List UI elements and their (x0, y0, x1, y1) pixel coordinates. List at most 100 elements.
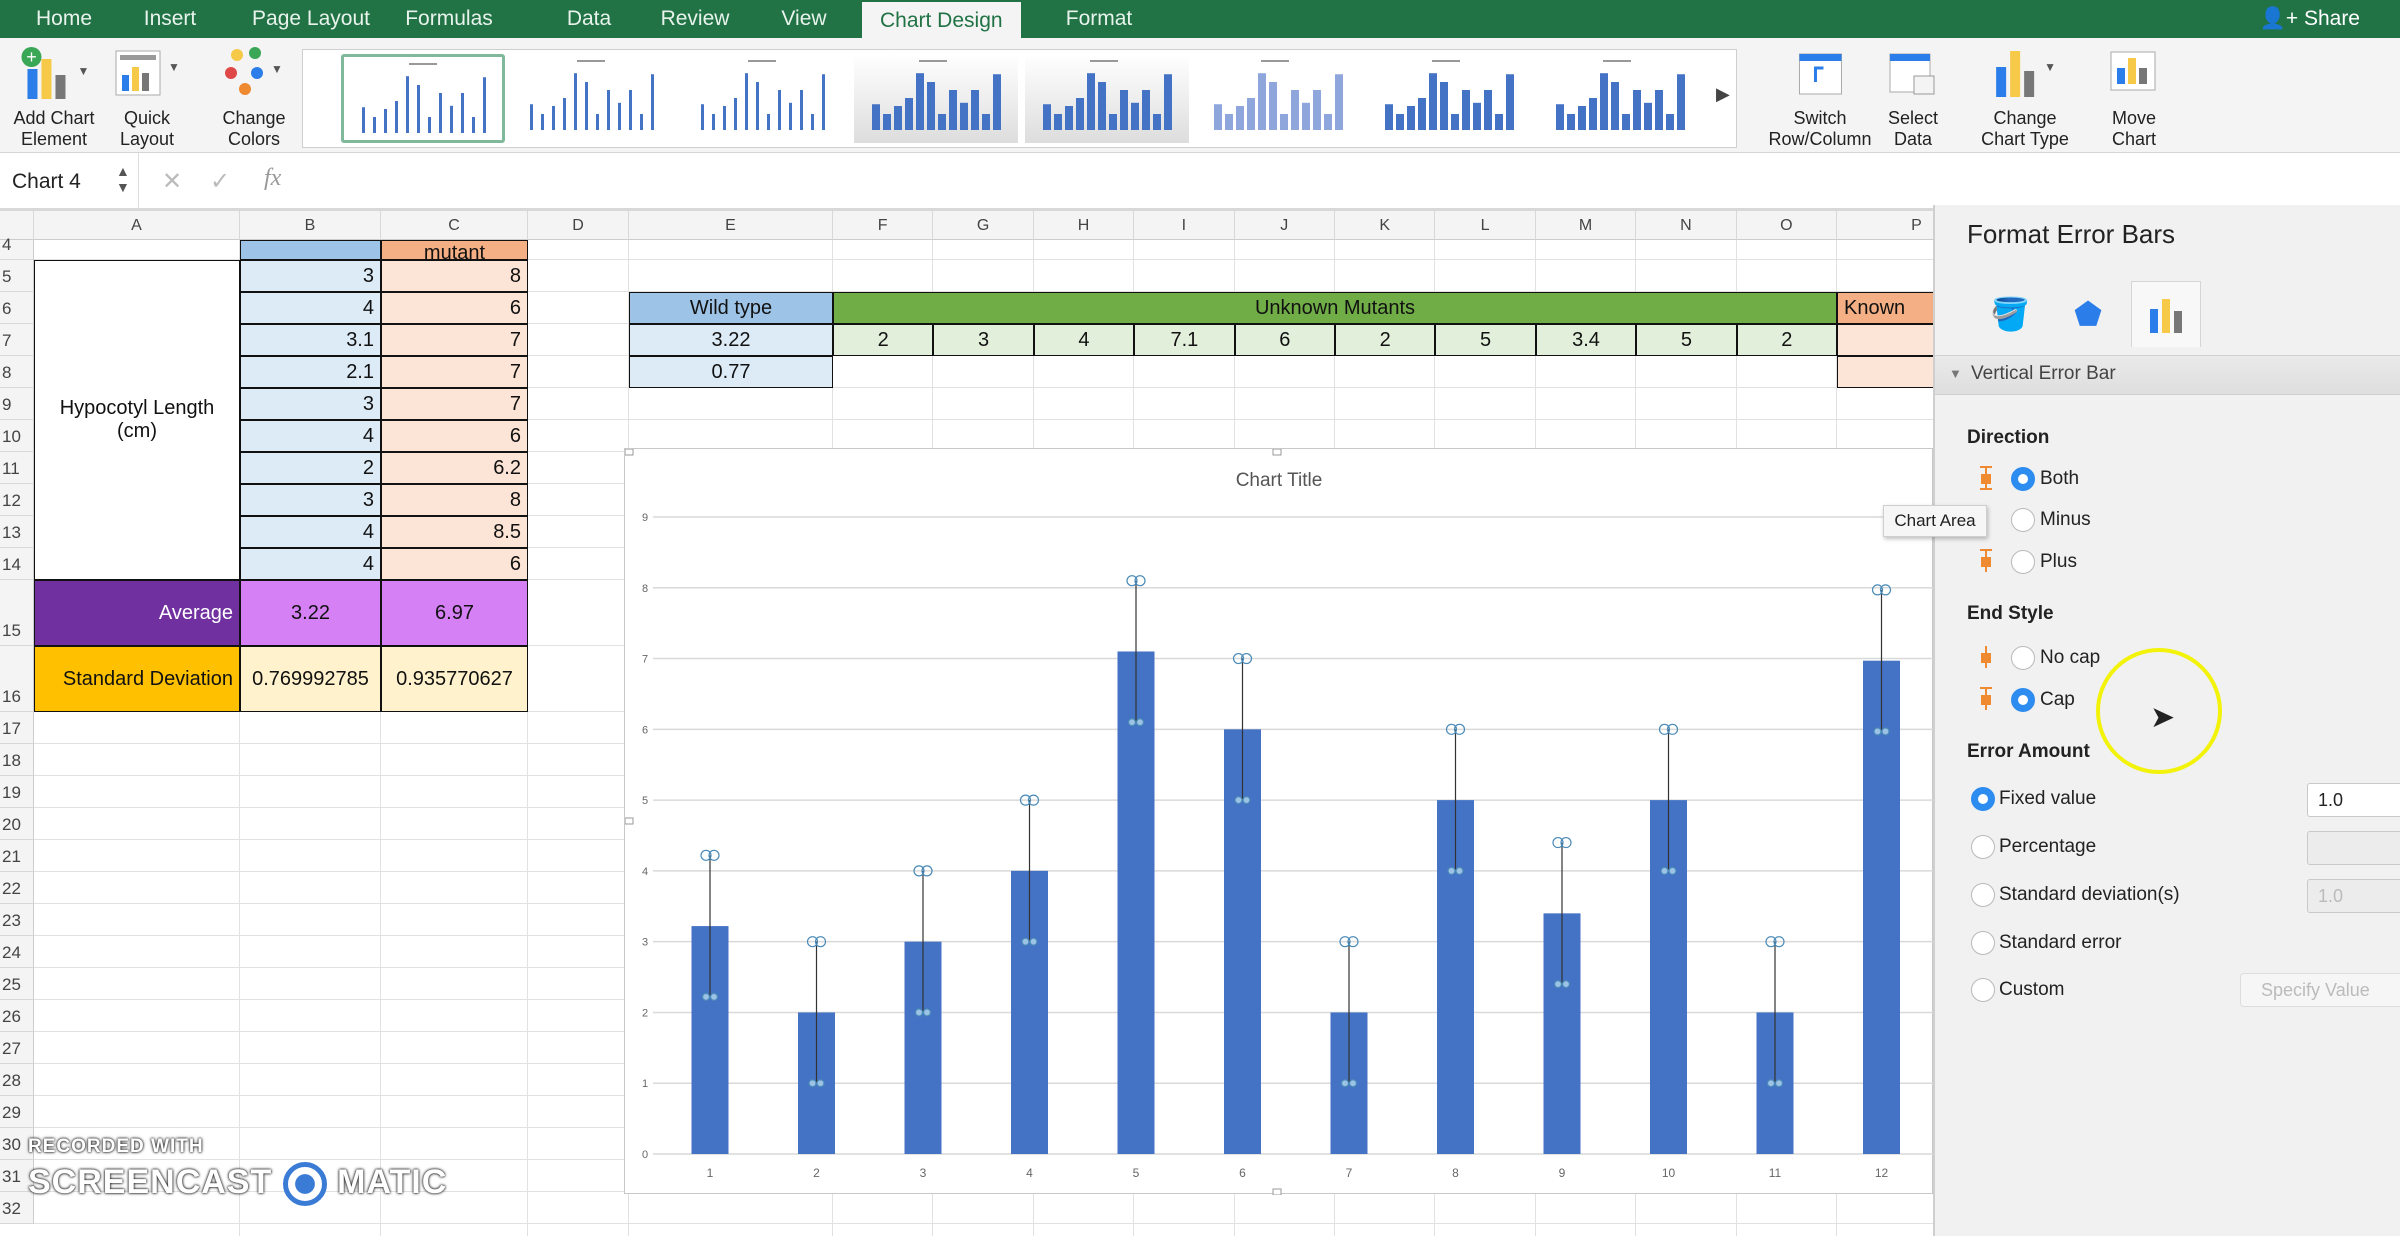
cell-B7[interactable]: 3.1 (240, 324, 381, 356)
error-bar-selection-handle[interactable] (1447, 866, 1456, 875)
cell-C14[interactable]: 6 (381, 548, 528, 580)
specify-value-button[interactable]: Specify Value (2240, 973, 2400, 1007)
chart-style-thumbnail[interactable] (1538, 54, 1702, 143)
select-data-button[interactable]: Select Data (1888, 38, 1938, 153)
column-header-F[interactable]: F (833, 211, 934, 240)
error-bar-selection-handle[interactable] (1339, 936, 1351, 948)
resize-handle[interactable] (624, 817, 634, 825)
row-header-27[interactable]: 27 (0, 1032, 34, 1064)
column-header-L[interactable]: L (1435, 211, 1536, 240)
name-box-stepper-icon[interactable]: ▲ ▼ (116, 163, 130, 195)
quick-layout-button[interactable]: ▼ Quick Layout (112, 38, 182, 153)
error-bar-selection-handle[interactable] (808, 1079, 817, 1088)
row-header-31[interactable]: 31 (0, 1160, 34, 1192)
cancel-icon[interactable]: ✕ (162, 168, 183, 195)
resize-handle[interactable] (624, 448, 634, 456)
cell-B9[interactable]: 3 (240, 388, 381, 420)
effects-icon[interactable]: ⬟ (2074, 296, 2102, 332)
row-header-21[interactable]: 21 (0, 840, 34, 872)
row-header-7[interactable]: 7 (0, 324, 34, 356)
column-header-I[interactable]: I (1134, 211, 1235, 240)
cell-H7[interactable]: 4 (1033, 324, 1135, 356)
error-bar-selection-handle[interactable] (1340, 1079, 1350, 1088)
row-header-16[interactable]: 16 (0, 646, 34, 712)
cell-L7[interactable]: 5 (1435, 324, 1536, 356)
error-bar-selection-handle[interactable] (1234, 796, 1243, 805)
cell-F6:O6[interactable]: Unknown Mutants (833, 292, 1837, 324)
radio-both[interactable] (2011, 467, 2035, 491)
error-bar-selection-handle[interactable] (1766, 1079, 1776, 1088)
tab-view[interactable]: View (781, 7, 827, 30)
error-bar-selection-handle[interactable] (1552, 836, 1564, 849)
tab-format[interactable]: Format (1065, 7, 1133, 30)
error-bar-selection-handle[interactable] (1455, 866, 1464, 875)
error-bar-selection-handle[interactable] (914, 1008, 924, 1017)
cell-C10[interactable]: 6 (381, 420, 528, 452)
change-colors-button[interactable]: ▼ Change Colors (219, 38, 289, 153)
chart-style-thumbnail[interactable] (1025, 54, 1189, 143)
cell-M7[interactable]: 3.4 (1535, 324, 1637, 356)
fixed-value-input[interactable]: 1.0 (2307, 783, 2400, 817)
row-header-28[interactable]: 28 (0, 1064, 34, 1096)
error-bar-selection-handle[interactable] (816, 1079, 825, 1088)
cell-O7[interactable]: 2 (1736, 324, 1837, 356)
cell-E7[interactable]: 3.22 (629, 324, 833, 356)
row-header-13[interactable]: 13 (0, 516, 34, 548)
column-header-H[interactable]: H (1033, 211, 1135, 240)
error-bar-selection-handle[interactable] (1027, 794, 1040, 806)
function-icon[interactable]: fx (264, 165, 282, 191)
chart-style-thumbnail[interactable] (1367, 54, 1531, 143)
cell-B8[interactable]: 2.1 (240, 356, 381, 388)
cell-A15[interactable]: Average (34, 580, 240, 646)
cell-J7[interactable]: 6 (1234, 324, 1335, 356)
chart-title[interactable]: Chart Title (1236, 470, 1323, 491)
column-header-K[interactable]: K (1335, 211, 1436, 240)
column-header-M[interactable]: M (1535, 211, 1637, 240)
column-header-O[interactable]: O (1736, 211, 1837, 240)
column-header-B[interactable]: B (240, 211, 381, 240)
share-button[interactable]: 👤+ Share (2259, 7, 2360, 30)
tab-formulas[interactable]: Formulas (405, 7, 493, 30)
radio-minus[interactable] (2011, 508, 2035, 532)
row-header-25[interactable]: 25 (0, 968, 34, 1000)
error-bar-selection-handle[interactable] (1126, 575, 1138, 587)
column-header-E[interactable]: E (629, 211, 833, 240)
radio-custom[interactable] (1971, 978, 1995, 1002)
gallery-next-arrow-icon[interactable]: ▶ (1716, 84, 1730, 104)
cell-C9[interactable]: 7 (381, 388, 528, 420)
error-bar-selection-handle[interactable] (709, 992, 719, 1001)
row-header-32[interactable]: 32 (0, 1192, 34, 1224)
row-header-19[interactable]: 19 (0, 776, 34, 808)
cell-B14[interactable]: 4 (240, 548, 381, 580)
tab-insert[interactable]: Insert (143, 7, 197, 30)
error-bar-selection-handle[interactable] (1774, 1079, 1784, 1088)
chart-style-thumbnail[interactable] (683, 54, 847, 143)
row-header-24[interactable]: 24 (0, 936, 34, 968)
row-header-17[interactable]: 17 (0, 712, 34, 744)
cell-F7[interactable]: 2 (833, 324, 934, 356)
error-bar-selection-handle[interactable] (1127, 718, 1137, 727)
chart-area[interactable]: Chart Title 0 1 2 3 4 5 6 7 8 9 1 2 3 4 5 6 7 8 9 10 11 12 (624, 448, 1934, 1196)
row-header-15[interactable]: 15 (0, 580, 34, 646)
change-chart-type-button[interactable]: ▼ Change Chart Type (1981, 38, 2069, 153)
error-bar-selection-handle[interactable] (1668, 866, 1677, 875)
cell-C4[interactable]: mutant (381, 240, 528, 260)
cell-B5[interactable]: 3 (240, 260, 381, 292)
row-header-6[interactable]: 6 (0, 292, 34, 324)
cell-I7[interactable]: 7.1 (1134, 324, 1235, 356)
error-bar-selection-handle[interactable] (1134, 575, 1146, 587)
error-bar-selection-handle[interactable] (1240, 652, 1253, 665)
formula-input[interactable] (305, 167, 2105, 197)
cell-C13[interactable]: 8.5 (381, 516, 528, 548)
cell-C15[interactable]: 6.97 (381, 580, 528, 646)
add-chart-element-button[interactable]: + ▼ Add Chart Element (13, 38, 95, 153)
error-bar-selection-handle[interactable] (1660, 866, 1669, 875)
bar-12[interactable] (1863, 660, 1900, 1154)
move-chart-button[interactable]: Move Chart (2109, 38, 2159, 153)
error-bar-selection-handle[interactable] (1553, 980, 1563, 989)
tab-review[interactable]: Review (660, 7, 730, 30)
cell-K7[interactable]: 2 (1335, 324, 1436, 356)
error-bar-selection-handle[interactable] (922, 1008, 932, 1017)
error-bar-selection-handle[interactable] (1666, 723, 1679, 735)
